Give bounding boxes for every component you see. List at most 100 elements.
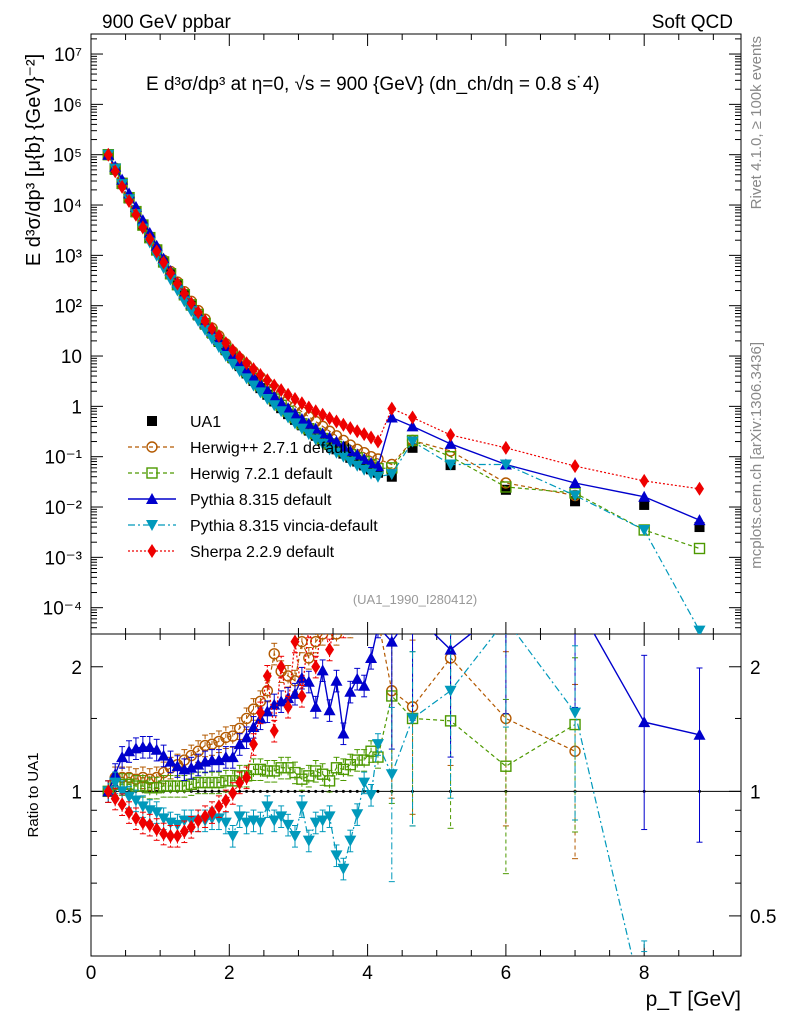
ratio-series-sherpa-2-2-9-default bbox=[103, 606, 362, 848]
legend-label: UA1 bbox=[190, 414, 221, 431]
data-point-pythia-8-315-default bbox=[275, 396, 288, 408]
ratio-point-herwig-7-2-1-default bbox=[150, 782, 163, 794]
ratio-point-sherpa-2-2-9-default bbox=[145, 817, 155, 832]
analysis-label: (UA1_1990_I280412) bbox=[353, 592, 477, 607]
legend-marker bbox=[147, 416, 157, 426]
ratio-point-pythia-8-315-vincia-default bbox=[288, 830, 301, 842]
data-point-pythia-8-315-vincia-default bbox=[569, 490, 582, 502]
ratio-point-pythia-8-315-default bbox=[123, 745, 136, 757]
ratio-point-herwig-7-2-1-default bbox=[220, 775, 232, 787]
y-tick-label: 10⁶ bbox=[53, 95, 82, 116]
ratio-point-ua1 bbox=[217, 789, 221, 793]
ratio-point-sherpa-2-2-9-default bbox=[193, 813, 203, 828]
ratio-point-pythia-8-315-default bbox=[226, 751, 239, 763]
data-point-pythia-8-315-vincia-default bbox=[693, 625, 706, 634]
data-point-sherpa-2-2-9-default bbox=[338, 417, 348, 432]
ratio-point-herwig-7-2-1-default bbox=[164, 780, 177, 792]
ratio-point-herwig-7-2-1-default bbox=[199, 776, 211, 789]
data-point-sherpa-2-2-9-default bbox=[242, 356, 252, 371]
ratio-point-ua1 bbox=[272, 789, 276, 793]
ratio-point-sherpa-2-2-9-default bbox=[332, 606, 341, 620]
ratio-point-sherpa-2-2-9-default bbox=[179, 824, 189, 839]
data-point-sherpa-2-2-9-default bbox=[570, 459, 580, 474]
ratio-point-pythia-8-315-vincia-default bbox=[316, 815, 329, 827]
ratio-point-herwig-7-2-1-default bbox=[157, 780, 170, 792]
data-point-pythia-8-315-default bbox=[282, 402, 295, 414]
ratio-point-ua1 bbox=[252, 789, 255, 793]
ratio-point-pythia-8-315-vincia-default bbox=[116, 786, 129, 798]
data-point-pythia-8-315-vincia-default bbox=[302, 429, 315, 441]
data-point-pythia-8-315-vincia-default bbox=[499, 459, 512, 471]
data-point-sherpa-2-2-9-default bbox=[200, 313, 210, 328]
data-point-sherpa-2-2-9-default bbox=[283, 387, 293, 402]
ratio-point-herwig-2-7-1-default bbox=[325, 615, 335, 625]
legend-label: Sherpa 2.2.9 default bbox=[190, 544, 335, 561]
data-point-pythia-8-315-vincia-default bbox=[406, 436, 419, 448]
data-point-sherpa-2-2-9-default bbox=[304, 400, 314, 415]
ratio-point-herwig-7-2-1-default bbox=[351, 754, 363, 766]
ratio-point-pythia-8-315-vincia-default bbox=[323, 811, 336, 823]
data-point-pythia-8-315-default bbox=[247, 371, 260, 383]
ratio-point-sherpa-2-2-9-default bbox=[353, 613, 362, 627]
ratio-point-sherpa-2-2-9-default bbox=[172, 828, 182, 843]
ratio-point-pythia-8-315-default bbox=[372, 621, 384, 632]
ratio-point-sherpa-2-2-9-default bbox=[255, 705, 265, 720]
data-point-pythia-8-315-vincia-default bbox=[444, 459, 457, 471]
data-point-pythia-8-315-vincia-default bbox=[268, 400, 281, 412]
ratio-point-herwig-7-2-1-default bbox=[296, 773, 308, 785]
ratio-point-sherpa-2-2-9-default bbox=[159, 826, 169, 841]
data-point-pythia-8-315-default bbox=[129, 200, 142, 212]
data-point-sherpa-2-2-9-default bbox=[172, 276, 182, 291]
data-point-sherpa-2-2-9-default bbox=[186, 296, 196, 311]
main-plot-frame bbox=[90, 33, 742, 635]
data-point-sherpa-2-2-9-default bbox=[269, 378, 279, 393]
ratio-point-pythia-8-315-vincia-default bbox=[344, 835, 357, 847]
ratio-point-herwig-2-7-1-default bbox=[310, 635, 322, 648]
data-point-pythia-8-315-default bbox=[330, 435, 343, 447]
ratio-point-pythia-8-315-default bbox=[116, 751, 129, 763]
x-tick-label: 6 bbox=[501, 963, 512, 984]
ratio-point-herwig-2-7-1-default bbox=[227, 730, 239, 742]
ratio-point-pythia-8-315-vincia-default bbox=[275, 811, 288, 823]
ratio-point-pythia-8-315-vincia-default bbox=[109, 777, 122, 789]
legend-entry-ua1: UA1 bbox=[147, 414, 221, 431]
data-point-sherpa-2-2-9-default bbox=[695, 481, 705, 496]
data-point-herwig-7-2-1-default bbox=[693, 542, 706, 555]
ratio-point-ua1 bbox=[376, 789, 380, 793]
ratio-point-sherpa-2-2-9-default bbox=[138, 815, 148, 830]
ratio-point-herwig-2-7-1-default bbox=[373, 615, 383, 625]
legend-label: Pythia 8.315 default bbox=[190, 492, 332, 509]
legend-marker bbox=[147, 544, 157, 558]
data-point-pythia-8-315-default bbox=[371, 460, 384, 472]
ratio-point-sherpa-2-2-9-default bbox=[318, 613, 327, 627]
ratio-point-pythia-8-315-vincia-default bbox=[302, 835, 315, 847]
data-point-pythia-8-315-vincia-default bbox=[233, 366, 246, 378]
ratio-point-sherpa-2-2-9-default bbox=[117, 797, 127, 812]
ratio-point-herwig-7-2-1-default bbox=[358, 754, 370, 766]
ratio-point-ua1 bbox=[293, 789, 297, 793]
data-point-sherpa-2-2-9-default bbox=[276, 383, 286, 398]
data-point-ua1 bbox=[694, 522, 705, 533]
data-point-pythia-8-315-default bbox=[569, 477, 582, 489]
data-point-sherpa-2-2-9-default bbox=[117, 179, 127, 194]
ratio-point-ua1 bbox=[307, 789, 311, 793]
data-point-sherpa-2-2-9-default bbox=[207, 321, 217, 336]
ratio-point-ua1 bbox=[279, 789, 283, 793]
y-tick-label: 10² bbox=[55, 297, 82, 318]
ratio-point-pythia-8-315-default bbox=[302, 675, 315, 687]
data-point-pythia-8-315-vincia-default bbox=[351, 460, 364, 472]
ratio-point-sherpa-2-2-9-default bbox=[124, 805, 134, 820]
ratio-point-herwig-7-2-1-default bbox=[171, 780, 184, 792]
data-point-pythia-8-315-vincia-default bbox=[192, 315, 205, 327]
ratio-point-herwig-2-7-1-default bbox=[220, 731, 232, 744]
ratio-series-herwig-7-2-1-default bbox=[102, 634, 581, 875]
ratio-point-sherpa-2-2-9-default bbox=[297, 688, 307, 703]
ratio-point-pythia-8-315-default bbox=[185, 761, 198, 773]
data-point-pythia-8-315-vincia-default bbox=[219, 351, 232, 363]
ratio-point-herwig-7-2-1-default bbox=[192, 776, 204, 789]
data-point-sherpa-2-2-9-default bbox=[110, 164, 120, 179]
ratio-axis-label: Ratio to UA1 bbox=[25, 752, 42, 837]
data-point-pythia-8-315-vincia-default bbox=[638, 524, 651, 536]
ratio-point-sherpa-2-2-9-default bbox=[304, 620, 313, 634]
